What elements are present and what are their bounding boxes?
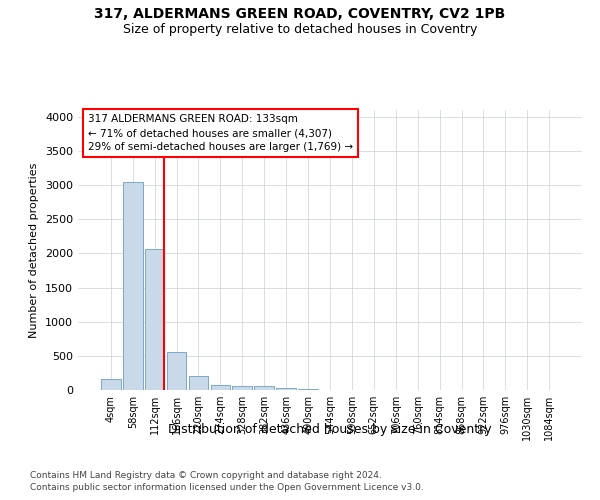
Bar	[101, 380, 121, 390]
Bar	[232, 386, 252, 390]
Bar	[254, 386, 274, 390]
Bar	[145, 248, 164, 390]
Y-axis label: Number of detached properties: Number of detached properties	[29, 162, 40, 338]
Bar	[167, 352, 187, 390]
Text: 317, ALDERMANS GREEN ROAD, COVENTRY, CV2 1PB: 317, ALDERMANS GREEN ROAD, COVENTRY, CV2…	[94, 8, 506, 22]
Text: Contains public sector information licensed under the Open Government Licence v3: Contains public sector information licen…	[30, 484, 424, 492]
Text: Contains HM Land Registry data © Crown copyright and database right 2024.: Contains HM Land Registry data © Crown c…	[30, 471, 382, 480]
Bar	[188, 376, 208, 390]
Text: Size of property relative to detached houses in Coventry: Size of property relative to detached ho…	[123, 22, 477, 36]
Bar	[211, 384, 230, 390]
Text: Distribution of detached houses by size in Coventry: Distribution of detached houses by size …	[168, 422, 492, 436]
Bar	[123, 182, 143, 390]
Bar	[276, 388, 296, 390]
Text: 317 ALDERMANS GREEN ROAD: 133sqm
← 71% of detached houses are smaller (4,307)
29: 317 ALDERMANS GREEN ROAD: 133sqm ← 71% o…	[88, 114, 353, 152]
